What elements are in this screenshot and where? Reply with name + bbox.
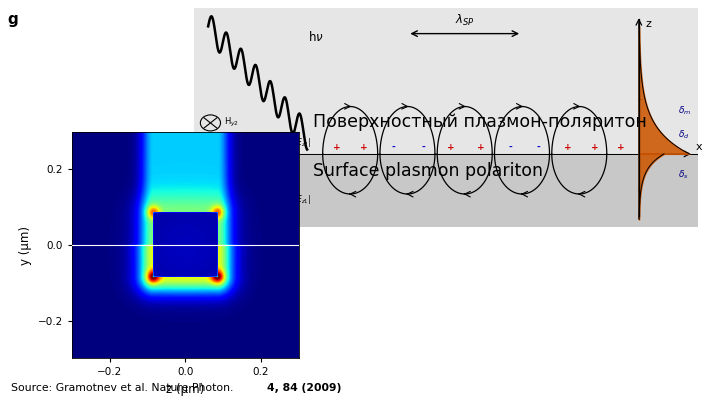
Bar xyxy=(194,8,698,154)
X-axis label: z (μm): z (μm) xyxy=(166,383,204,396)
Text: 4, 84 (2009): 4, 84 (2009) xyxy=(267,383,341,393)
Text: +: + xyxy=(360,143,368,152)
Text: -: - xyxy=(536,143,540,152)
Text: $|\varepsilon_1 E_{z1}|$: $|\varepsilon_1 E_{z1}|$ xyxy=(286,193,311,206)
Text: Поверхностный плазмон-поляритон: Поверхностный плазмон-поляритон xyxy=(313,113,647,131)
Text: E$_{x2}$: E$_{x2}$ xyxy=(224,136,238,149)
Text: +: + xyxy=(617,143,624,152)
Text: x: x xyxy=(696,142,703,152)
Text: g: g xyxy=(7,12,18,27)
Text: $|\varepsilon_2 E_{z2}|$: $|\varepsilon_2 E_{z2}|$ xyxy=(286,136,311,149)
Text: -: - xyxy=(508,143,513,152)
Text: H$_{y1}$: H$_{y1}$ xyxy=(224,175,239,188)
Text: $\delta_s$: $\delta_s$ xyxy=(678,168,688,181)
Text: -: - xyxy=(392,143,395,152)
Text: +: + xyxy=(564,143,572,152)
Text: Surface plasmon polariton: Surface plasmon polariton xyxy=(313,162,543,180)
Y-axis label: y (μm): y (μm) xyxy=(19,226,32,264)
Text: $\lambda_{SP}$: $\lambda_{SP}$ xyxy=(455,13,474,28)
Text: h$\nu$: h$\nu$ xyxy=(308,30,324,44)
Text: E$_{x1}$: E$_{x1}$ xyxy=(224,193,238,206)
Text: $\delta_d$: $\delta_d$ xyxy=(678,128,689,141)
Text: +: + xyxy=(447,143,455,152)
Text: Source: Gramotnev et al. Nature Photon.: Source: Gramotnev et al. Nature Photon. xyxy=(11,383,237,393)
Text: H$_{y2}$: H$_{y2}$ xyxy=(224,116,239,130)
Text: z: z xyxy=(646,19,652,29)
Text: $\delta_m$: $\delta_m$ xyxy=(678,105,691,117)
Text: +: + xyxy=(477,143,485,152)
Text: +: + xyxy=(333,143,341,152)
Text: -: - xyxy=(422,143,426,152)
Text: +: + xyxy=(592,143,599,152)
Bar xyxy=(194,154,698,227)
